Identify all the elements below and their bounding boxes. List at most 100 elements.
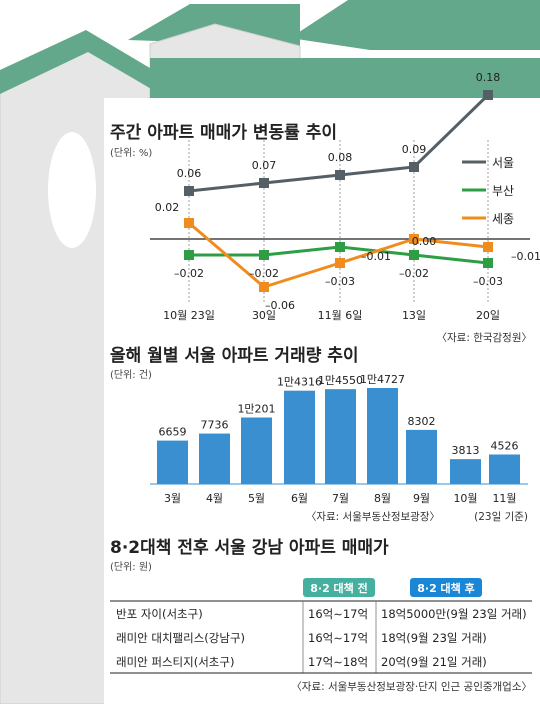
bar-chart-title: 올해 월별 서울 아파트 거래량 추이	[110, 346, 359, 366]
bar-chart-unit: (단위: 건)	[110, 368, 152, 381]
table-cell: 17억∼18억	[308, 655, 368, 669]
weekly-price-chart: 주간 아파트 매매가 변동률 추이 (단위: %) 0.060.070.080.…	[110, 71, 540, 344]
table-cell: 래미안 대치팰리스(강남구)	[116, 631, 245, 645]
line-chart-title: 주간 아파트 매매가 변동률 추이	[110, 123, 337, 143]
bar-x-tick-label: 11월	[492, 492, 516, 505]
x-tick-label: 11월 6일	[318, 308, 363, 322]
bar	[157, 440, 188, 484]
bar-x-tick-label: 6월	[291, 492, 308, 505]
bar-value-label: 6659	[159, 426, 187, 439]
bar	[489, 454, 520, 484]
series-point	[259, 250, 269, 260]
content-panel	[104, 98, 540, 704]
back-house-roof-right	[290, 0, 540, 50]
bar-x-tick-label: 7월	[332, 492, 349, 505]
bar	[450, 459, 481, 484]
series-point	[259, 178, 269, 188]
value-label: –0.02	[399, 267, 429, 280]
table-cell: 18억5000만(9월 23일 거래)	[381, 607, 527, 621]
series-point	[184, 218, 194, 228]
badge-after	[410, 578, 482, 597]
series-point	[184, 186, 194, 196]
table-body: 반포 자이(서초구) 16억∼17억 18억5000만(9월 23일 거래) 래미안 …	[116, 607, 527, 669]
bar-value-label: 8302	[408, 415, 436, 428]
bar	[241, 417, 272, 484]
table-cell: 반포 자이(서초구)	[116, 607, 203, 621]
series-point	[409, 250, 419, 260]
bar	[406, 429, 437, 484]
bar-value-label: 1만4727	[360, 373, 405, 386]
bar-x-tick-label: 8월	[374, 492, 391, 505]
value-label: 0.06	[177, 167, 202, 180]
bar-value-label: 1만4550	[318, 374, 363, 387]
table-cell: 래미안 퍼스티지(서초구)	[116, 655, 234, 669]
value-label: –0.06	[265, 299, 295, 312]
table-title: 8·2대책 전후 서울 강남 아파트 매매가	[110, 537, 389, 558]
x-tick-label: 13일	[402, 308, 426, 322]
monthly-volume-chart: 올해 월별 서울 아파트 거래량 추이 (단위: 건) 6659 7736 1만20…	[110, 346, 528, 523]
series-point	[335, 242, 345, 252]
bar-value-label: 1만4316	[277, 376, 322, 389]
table-cell: 16억∼17억	[308, 607, 368, 621]
value-label: –0.01	[361, 250, 391, 263]
value-label: 0.08	[328, 151, 353, 164]
line-chart-source: 〈자료: 한국감정원〉	[437, 332, 533, 344]
table-cell: 16억∼17억	[308, 631, 368, 645]
bar-chart-source: 〈자료: 서울부동산정보광장〉	[306, 511, 440, 523]
series-point	[483, 258, 493, 268]
series-point	[483, 242, 493, 252]
house-window	[48, 132, 96, 248]
value-label: –0.03	[325, 275, 355, 288]
table-unit: (단위: 원)	[110, 560, 152, 573]
value-label: 0.18	[476, 71, 501, 84]
value-label: 0.09	[402, 143, 427, 156]
main-house-roof	[0, 30, 160, 94]
bar-value-label: 1만201	[237, 403, 275, 416]
value-label: –0.01	[511, 250, 540, 263]
series-point	[483, 90, 493, 100]
table-cell: 20억(9월 21일 거래)	[381, 655, 487, 669]
badge-before	[303, 578, 375, 597]
value-label: 0.07	[252, 159, 277, 172]
series-point	[335, 170, 345, 180]
value-label: –0.03	[473, 275, 503, 288]
badge-after-label: 8·2 대책 후	[417, 581, 475, 595]
bar-value-label: 4526	[491, 439, 519, 452]
price-table: 8·2대책 전후 서울 강남 아파트 매매가 (단위: 원) 8·2 대책 전 …	[110, 537, 532, 693]
value-label: –0.02	[174, 267, 204, 280]
legend-label: 부산	[492, 184, 514, 198]
bar	[284, 390, 315, 484]
line-chart-unit: (단위: %)	[110, 146, 152, 159]
line-x-ticks: 10월 23일 30일 11월 6일 13일 20일	[163, 308, 500, 322]
x-tick-label: 30일	[252, 308, 276, 322]
series-point	[259, 282, 269, 292]
series-point	[409, 234, 419, 244]
bar-x-tick-label: 4월	[206, 492, 223, 505]
bar-chart-note: (23일 기준)	[474, 510, 528, 523]
x-tick-label: 10월 23일	[163, 308, 215, 322]
bar	[367, 388, 398, 484]
series-point	[409, 162, 419, 172]
bar-x-ticks: 3월 4월 5월 6월 7월 8월 9월 10월 11월	[164, 492, 517, 505]
value-label: 0.00	[412, 235, 437, 248]
bar-x-tick-label: 5월	[248, 492, 265, 505]
series-point	[184, 250, 194, 260]
bar-x-tick-label: 3월	[164, 492, 181, 505]
table-source: 〈자료: 서울부동산정보광장·단지 인근 공인중개업소〉	[291, 680, 532, 693]
series-point	[335, 258, 345, 268]
legend-label: 세종	[492, 212, 514, 226]
table-cell: 18억(9월 23일 거래)	[381, 631, 487, 645]
bar-value-label: 3813	[452, 444, 480, 457]
value-label: 0.02	[155, 201, 180, 214]
line-series-group	[184, 90, 493, 292]
value-label: –0.02	[249, 267, 279, 280]
bar	[199, 433, 230, 484]
line-value-labels: 0.06 0.07 0.08 0.09 0.18 –0.02 –0.02 –0.01 –0.02…	[155, 71, 540, 312]
legend-label: 서울	[492, 156, 514, 170]
x-tick-label: 20일	[476, 308, 500, 322]
badge-before-label: 8·2 대책 전	[310, 581, 368, 595]
bar	[325, 389, 356, 484]
